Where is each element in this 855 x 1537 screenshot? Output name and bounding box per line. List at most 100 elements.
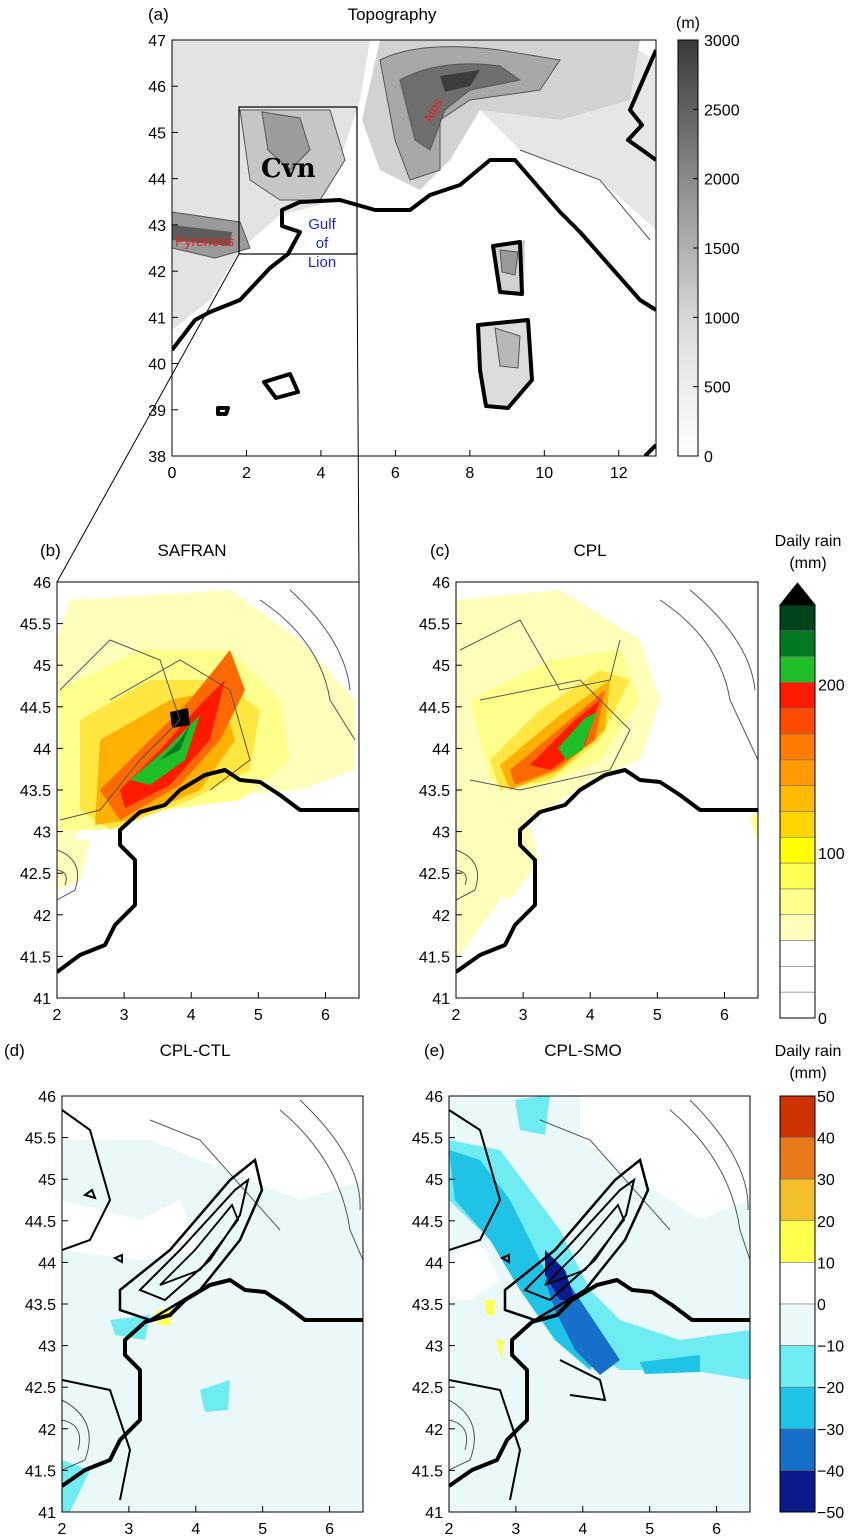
x-tick-label: 5	[258, 1521, 267, 1537]
panel-e: (e) CPL-SMO 2 3 4 5 64645.54544.54443.54342.…	[412, 1041, 844, 1537]
diff-colorbar-title: Daily rain	[775, 1043, 842, 1060]
y-tick-label: 44	[33, 741, 51, 758]
y-tick-label: 44	[38, 1255, 56, 1272]
x-tick-label: 5	[645, 1521, 654, 1537]
y-tick-label: 42	[432, 908, 450, 925]
y-tick-label: 41.5	[20, 949, 51, 966]
y-tick-label: 41	[432, 991, 450, 1008]
y-tick-label: 44.5	[25, 1214, 56, 1231]
y-tick-label: 44	[148, 172, 166, 189]
safran-rain-field	[57, 582, 359, 998]
y-tick-label: 46	[425, 1089, 443, 1106]
y-tick-label: 45	[432, 658, 450, 675]
diff-colorbar: Daily rain (mm) 50 40 30 20 10 0 −10 −20 −30 −40 −…	[775, 1043, 845, 1522]
y-tick-label: 41	[425, 1505, 443, 1522]
y-tick-label: 45.5	[412, 1131, 443, 1148]
y-tick-label: 45	[33, 658, 51, 675]
y-tick-label: 47	[148, 33, 166, 50]
y-tick-label: 41.5	[412, 1463, 443, 1480]
topo-cb-label: 500	[704, 380, 731, 397]
y-tick-label: 43	[148, 218, 166, 235]
panel-a: Cvn Pyrenees Alps Gulf of Lion (a) Topog…	[56, 5, 740, 583]
x-tick-label: 5	[254, 1007, 263, 1024]
rain-cb-swatch	[779, 966, 816, 993]
x-tick-label: 6	[712, 1521, 721, 1537]
x-tick-label: 2	[53, 1007, 62, 1024]
panel-b: (b) SAFRAN 2 3 4 5 64645.54544.54443.54342.5…	[20, 541, 360, 1024]
topo-cb-label: 2500	[704, 102, 740, 119]
y-tick-label: 42.5	[419, 866, 450, 883]
rain-colorbar-title: Daily rain	[775, 533, 842, 550]
rain-cb-frame	[779, 604, 816, 1019]
y-tick-label: 43.5	[20, 783, 51, 800]
rain-cb-swatch	[779, 991, 816, 1019]
diff-cb-label: −30	[817, 1422, 844, 1439]
y-tick-label: 46	[38, 1089, 56, 1106]
y-tick-label: 42	[425, 1422, 443, 1439]
panel-b-title: SAFRAN	[158, 541, 227, 560]
y-tick-label: 42.5	[25, 1380, 56, 1397]
x-tick-label: 6	[391, 465, 400, 482]
diff-cb-label: −10	[817, 1339, 844, 1356]
cpl-rain-field	[456, 582, 758, 998]
topo-colorbar: (m) 3000 2500 2000 1500 1000 500 0	[676, 15, 740, 466]
y-tick-label: 45.5	[419, 617, 450, 634]
rain-cb-extend	[778, 582, 817, 606]
y-tick-label: 45	[425, 1172, 443, 1189]
y-tick-label: 39	[148, 403, 166, 420]
y-tick-label: 46	[432, 575, 450, 592]
diff-cb-swatch	[779, 1303, 816, 1346]
panel-c: (c) CPL 2 3 4 5 64645.54544.54443.54342.5424…	[419, 533, 845, 1028]
x-tick-label: 0	[168, 465, 177, 482]
y-tick-label: 43.5	[419, 783, 450, 800]
panel-d-label: (d)	[4, 1041, 25, 1060]
panel-a-label: (a)	[148, 5, 169, 24]
panel-d-title: CPL-CTL	[160, 1041, 231, 1060]
rain-colorbar: Daily rain (mm) 200 100 0	[775, 533, 845, 1028]
gulf-label-1: Gulf	[308, 216, 336, 233]
y-tick-label: 46	[33, 575, 51, 592]
x-tick-label: 3	[519, 1007, 528, 1024]
y-tick-label: 41.5	[419, 949, 450, 966]
diff-cb-label: −20	[817, 1380, 844, 1397]
panel-d: (d) CPL-CTL 2 3 4 5 64645.54544.54443.54342.…	[4, 1041, 364, 1537]
diff-cb-swatch	[779, 1095, 816, 1138]
diff-cb-swatch	[779, 1428, 816, 1471]
diff-cb-label: 50	[817, 1089, 835, 1106]
diff-cb-label: 40	[817, 1131, 835, 1148]
y-tick-label: 44.5	[419, 700, 450, 717]
y-tick-label: 44	[425, 1255, 443, 1272]
panel-c-title: CPL	[573, 541, 606, 560]
diff-cb-label: 30	[817, 1172, 835, 1189]
y-tick-label: 43	[33, 825, 51, 842]
x-tick-label: 2	[242, 465, 251, 482]
cvn-label: Cvn	[261, 154, 316, 184]
panel-a-title: Topography	[348, 5, 437, 24]
diff-cb-frame	[779, 1095, 816, 1513]
topo-cb-label: 1500	[704, 241, 740, 258]
y-tick-label: 43.5	[25, 1297, 56, 1314]
cpl-smo-diff-field	[449, 1096, 750, 1512]
cvn-domain-box	[238, 106, 358, 255]
panel-c-label: (c)	[430, 541, 450, 560]
rain-cb-swatch	[779, 940, 816, 967]
x-tick-label: 2	[445, 1521, 454, 1537]
pyrenees-label: Pyrenees	[175, 233, 234, 249]
rain-cb-swatch	[779, 888, 816, 916]
y-tick-label: 44.5	[412, 1214, 443, 1231]
x-tick-label: 5	[653, 1007, 662, 1024]
rain-colorbar-unit: (mm)	[789, 555, 826, 572]
rain-cb-swatch	[779, 656, 816, 683]
diff-cb-swatch	[779, 1386, 816, 1430]
y-tick-label: 43	[425, 1339, 443, 1356]
x-tick-label: 4	[316, 465, 325, 482]
y-tick-label: 43	[38, 1339, 56, 1356]
y-tick-label: 45	[148, 125, 166, 142]
y-tick-label: 44.5	[20, 700, 51, 717]
rain-cb-label: 200	[818, 678, 845, 695]
zoom-line-left	[56, 253, 240, 583]
topo-cb-label: 3000	[704, 33, 740, 50]
cpl-ctl-diff-field	[62, 1096, 363, 1512]
y-tick-label: 41	[38, 1505, 56, 1522]
